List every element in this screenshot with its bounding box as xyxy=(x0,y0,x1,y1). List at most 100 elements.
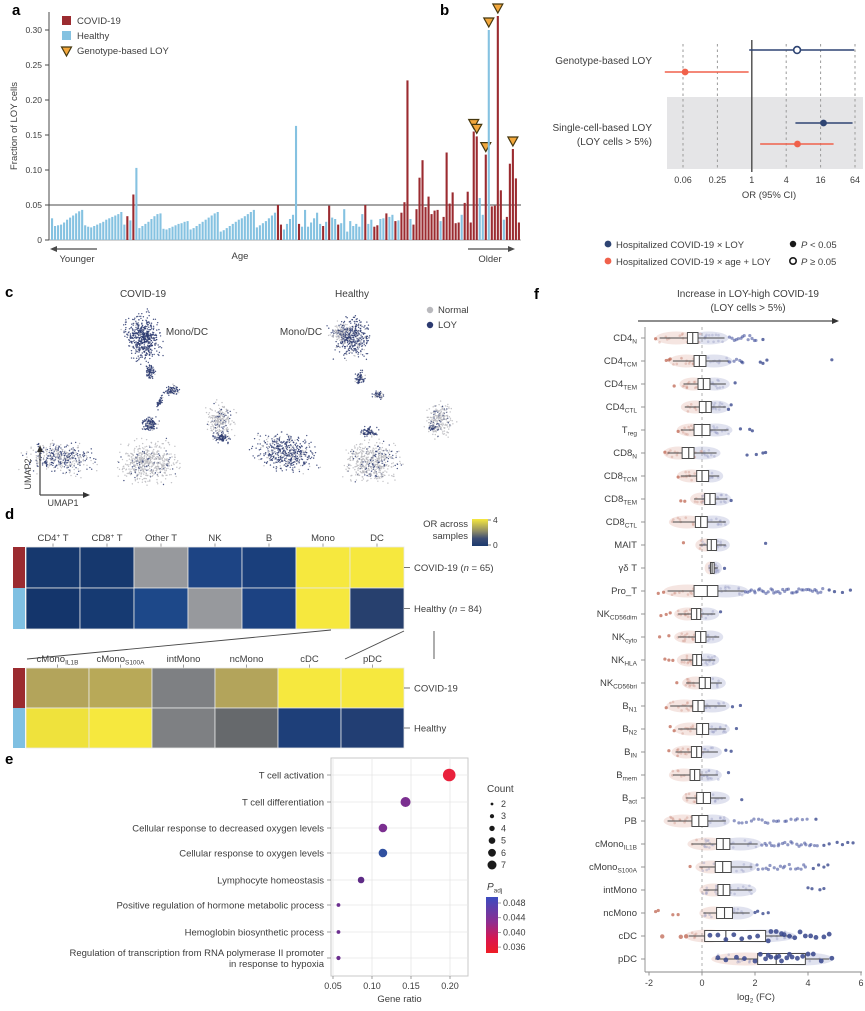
c-cell-dot xyxy=(35,456,38,458)
c-cell-dot xyxy=(130,349,133,352)
c-cell-dot xyxy=(358,468,361,470)
c-cell-dot xyxy=(259,453,262,455)
a-bar-healthy xyxy=(180,223,183,240)
c-cell-dot xyxy=(362,461,364,463)
c-cell-dot xyxy=(396,451,398,453)
c-cell-dot xyxy=(210,427,212,429)
c-cell-dot xyxy=(173,463,175,466)
e-category-label: Cellular response to decreased oxygen le… xyxy=(132,824,324,835)
c-cell-dot xyxy=(148,329,150,331)
c-cell-dot xyxy=(82,458,85,461)
c-cell-dot xyxy=(118,461,120,463)
c-cell-dot xyxy=(146,449,149,451)
c-cell-dot xyxy=(75,454,77,456)
c-cell-dot xyxy=(55,448,57,450)
c-cell-dot xyxy=(147,347,150,349)
c-cell-dot xyxy=(152,464,155,466)
a-bar-healthy xyxy=(502,219,505,240)
f-strip-dot xyxy=(719,493,723,497)
a-bar-healthy xyxy=(460,214,463,240)
c-cell-dot xyxy=(145,311,148,313)
c-cell-dot xyxy=(64,450,66,452)
c-cell-dot xyxy=(376,441,378,444)
c-cell-dot xyxy=(361,354,364,356)
c-cell-dot xyxy=(362,337,364,339)
c-cell-dot xyxy=(300,450,303,452)
c-cell-dot xyxy=(174,473,177,475)
c-cell-dot xyxy=(146,375,148,377)
c-cell-dot xyxy=(362,380,365,383)
c-cell-dot xyxy=(148,368,150,371)
c-cell-dot xyxy=(156,481,158,484)
c-cell-dot xyxy=(213,427,215,429)
c-cell-dot xyxy=(146,335,149,337)
c-cell-dot xyxy=(228,417,231,420)
c-cell-dot xyxy=(212,421,215,423)
f-strip-dot xyxy=(715,426,719,429)
c-cell-dot xyxy=(140,458,143,460)
c-cell-dot xyxy=(445,434,447,436)
c-cell-dot xyxy=(346,333,349,336)
c-cell-dot xyxy=(86,464,88,467)
c-cell-dot xyxy=(227,428,229,431)
c-cell-dot xyxy=(134,480,137,482)
c-cell-dot xyxy=(130,326,133,328)
c-cell-dot xyxy=(150,344,152,347)
c-cell-dot xyxy=(261,444,263,447)
c-cell-dot xyxy=(295,442,298,444)
c-cell-dot xyxy=(287,441,290,443)
c-cell-dot xyxy=(218,424,220,426)
c-cell-dot xyxy=(264,441,267,444)
c-cell-dot xyxy=(344,347,346,349)
c-cell-dot xyxy=(176,461,178,463)
c-cell-dot xyxy=(303,453,305,456)
c-cell-dot xyxy=(143,463,146,465)
c-cell-dot xyxy=(129,334,131,336)
c-cell-dot xyxy=(271,459,273,462)
a-older-label: Older xyxy=(478,254,501,265)
a-bar-healthy xyxy=(225,228,228,240)
c-cell-dot xyxy=(353,329,356,332)
c-cell-dot xyxy=(123,479,125,482)
c-cell-dot xyxy=(353,344,355,347)
c-cell-dot xyxy=(227,418,229,421)
c-cell-dot xyxy=(334,325,336,328)
c-cell-dot xyxy=(46,460,48,462)
c-cell-dot xyxy=(216,429,219,431)
c-cell-dot xyxy=(127,455,129,457)
c-cell-dot xyxy=(294,439,296,442)
c-cell-dot xyxy=(168,465,171,467)
c-cell-dot xyxy=(217,438,219,441)
c-cell-dot xyxy=(439,426,441,428)
c-cell-dot xyxy=(284,454,286,456)
c-cell-dot xyxy=(225,414,227,417)
a-bar-healthy xyxy=(81,209,84,240)
c-cell-dot xyxy=(357,455,359,457)
e-go-dot xyxy=(442,768,456,782)
c-cell-dot xyxy=(353,335,355,337)
f-outlier-pos xyxy=(761,361,765,365)
c-cell-dot xyxy=(364,377,366,380)
c-cell-dot xyxy=(341,326,343,328)
c-cell-dot xyxy=(151,336,154,339)
c-cell-dot xyxy=(275,466,278,468)
c-cell-dot xyxy=(159,468,161,470)
c-cell-dot xyxy=(357,326,360,329)
c-cell-dot xyxy=(70,474,72,477)
c-cell-dot xyxy=(216,420,218,422)
c-cell-dot xyxy=(370,458,372,461)
c-cell-dot xyxy=(268,454,270,456)
c-cell-dot xyxy=(288,455,290,457)
c-cell-dot xyxy=(168,444,171,446)
c-cell-dot xyxy=(345,329,347,332)
c-cell-dot xyxy=(267,451,269,454)
c-cell-dot xyxy=(54,449,56,451)
c-cell-dot xyxy=(313,454,315,457)
c-cell-dot xyxy=(444,424,446,426)
c-cell-dot xyxy=(150,352,152,354)
c-cell-dot xyxy=(164,478,167,480)
e-legend-padj-label: 0.044 xyxy=(503,913,526,923)
d-colorbar-label: OR across xyxy=(423,519,468,530)
c-cell-dot xyxy=(67,445,70,447)
c-cell-dot xyxy=(262,445,264,448)
